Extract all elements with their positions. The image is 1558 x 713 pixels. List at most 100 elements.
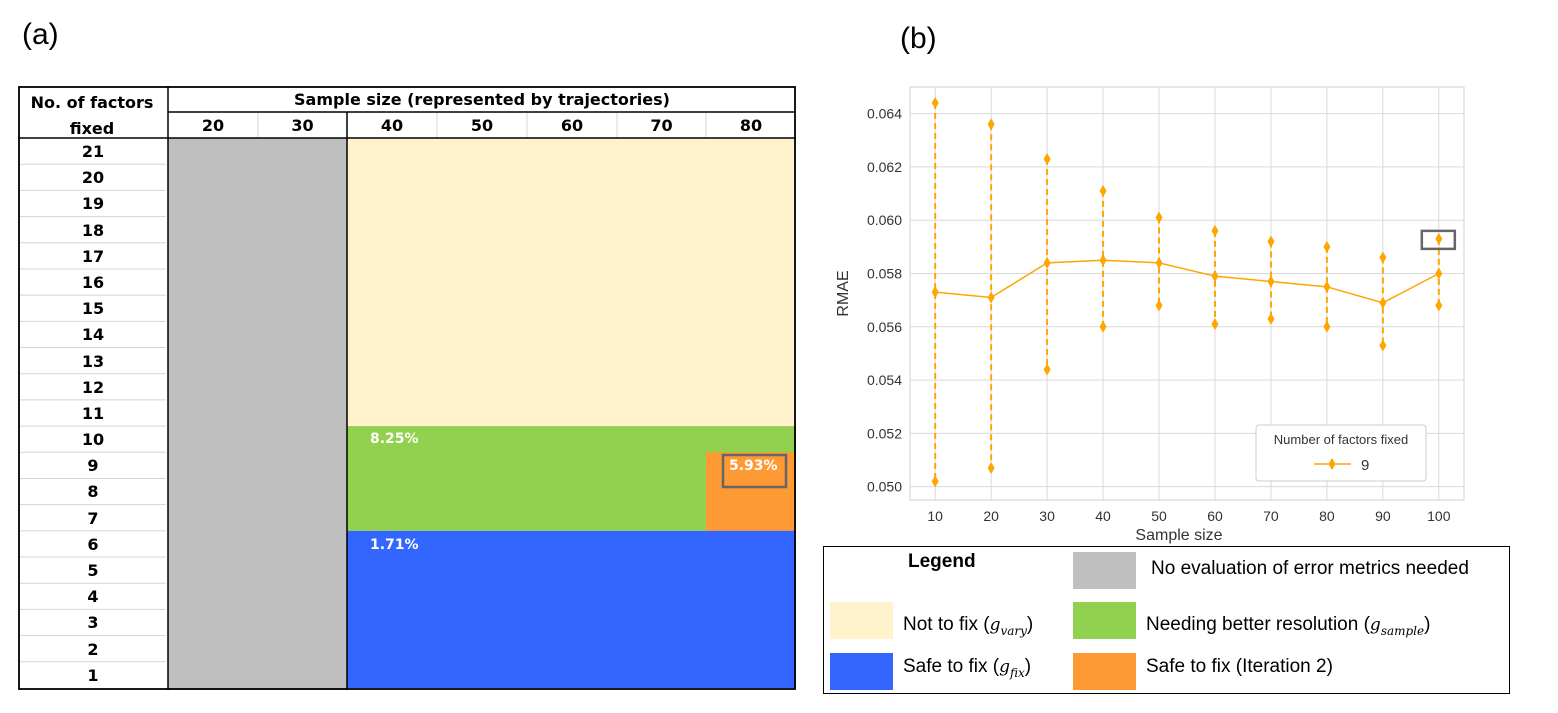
upper-marker bbox=[1267, 235, 1275, 248]
column-label: 50 bbox=[470, 116, 494, 135]
block-blue-safe-to-fix bbox=[347, 530, 796, 688]
pct-green-label: 8.25% bbox=[370, 431, 419, 447]
row-header: No. of factors fixed bbox=[18, 90, 166, 142]
column-label: 60 bbox=[560, 116, 584, 135]
lower-marker bbox=[1043, 363, 1051, 376]
legend-swatch-cream bbox=[830, 602, 893, 639]
chart-legend-marker bbox=[1328, 458, 1336, 470]
block-gray-no-evaluation bbox=[168, 138, 347, 690]
series-marker bbox=[931, 286, 939, 299]
row-header-line1: No. of factors bbox=[30, 93, 154, 112]
lower-marker bbox=[987, 462, 995, 475]
row-label: 13 bbox=[81, 351, 105, 371]
color-legend: Legend No evaluation of error metrics ne… bbox=[823, 546, 1510, 694]
row-label: 6 bbox=[87, 534, 99, 554]
legend-green-index: sample bbox=[1380, 623, 1425, 638]
row-label: 19 bbox=[81, 194, 105, 214]
x-tick-label: 20 bbox=[983, 508, 999, 524]
series-marker bbox=[987, 291, 995, 304]
legend-orange-text: Safe to fix (Iteration 2) bbox=[1146, 656, 1333, 677]
block-cream-not-to-fix bbox=[347, 138, 796, 427]
row-label: 16 bbox=[81, 272, 105, 292]
row-label: 10 bbox=[81, 430, 105, 450]
upper-marker bbox=[1379, 251, 1387, 264]
x-tick-label: 70 bbox=[1263, 508, 1279, 524]
factor-fixing-table: No. of factors fixed Sample size (repres… bbox=[18, 86, 796, 690]
x-tick-label: 100 bbox=[1427, 508, 1451, 524]
x-tick-label: 40 bbox=[1095, 508, 1111, 524]
highlight-box-100 bbox=[1420, 229, 1457, 251]
series-marker bbox=[1155, 256, 1163, 269]
row-label: 9 bbox=[87, 456, 99, 476]
y-tick-label: 0.064 bbox=[867, 106, 902, 122]
y-tick-label: 0.056 bbox=[867, 319, 902, 335]
upper-marker bbox=[1211, 224, 1219, 237]
pct-blue-label: 1.71% bbox=[370, 537, 419, 553]
column-label: 30 bbox=[291, 116, 314, 135]
lower-marker bbox=[1099, 320, 1107, 333]
x-tick-label: 60 bbox=[1207, 508, 1223, 524]
row-label: 2 bbox=[87, 639, 99, 659]
lower-marker bbox=[1323, 320, 1331, 333]
row-label: 15 bbox=[81, 299, 105, 319]
pct-orange-label: 5.93% bbox=[729, 458, 778, 474]
series-marker bbox=[1267, 275, 1275, 288]
x-tick-label: 10 bbox=[927, 508, 943, 524]
upper-marker bbox=[1435, 232, 1443, 245]
row-label: 5 bbox=[87, 561, 99, 581]
block-orange-iteration2 bbox=[706, 452, 796, 531]
upper-marker bbox=[1155, 211, 1163, 224]
legend-title: Legend bbox=[908, 551, 976, 572]
lower-marker bbox=[1379, 339, 1387, 352]
legend-cream-text: Not to fix (gvary) bbox=[903, 614, 1033, 638]
column-label: 80 bbox=[739, 116, 763, 135]
row-header-line2: fixed bbox=[69, 119, 115, 138]
row-label: 3 bbox=[87, 613, 99, 633]
table-border bbox=[18, 86, 796, 690]
legend-green-close: ) bbox=[1424, 614, 1431, 635]
legend-swatch-orange bbox=[1073, 653, 1136, 690]
upper-marker bbox=[931, 96, 939, 109]
legend-swatch-green bbox=[1073, 602, 1136, 639]
legend-cream-label: Not to fix ( bbox=[903, 614, 990, 635]
y-tick-label: 0.050 bbox=[867, 479, 902, 495]
x-axis-label: Sample size bbox=[1135, 527, 1222, 544]
column-label: 20 bbox=[201, 116, 225, 135]
y-tick-label: 0.054 bbox=[867, 372, 902, 388]
series-marker bbox=[1043, 256, 1051, 269]
legend-blue-index: fix bbox=[1010, 665, 1025, 680]
legend-gray-text: No evaluation of error metrics needed bbox=[1151, 558, 1469, 579]
legend-green-g: g bbox=[1369, 615, 1381, 635]
row-label: 1 bbox=[87, 665, 99, 685]
panel-b-label: (b) bbox=[900, 22, 937, 55]
y-tick-label: 0.060 bbox=[867, 212, 902, 228]
legend-blue-text: Safe to fix (gfix) bbox=[903, 656, 1031, 680]
row-label: 7 bbox=[87, 508, 99, 528]
row-label: 17 bbox=[81, 246, 105, 266]
row-label: 12 bbox=[81, 377, 105, 397]
chart-legend-title: Number of factors fixed bbox=[1274, 432, 1408, 447]
legend-swatch-blue bbox=[830, 653, 893, 690]
y-tick-label: 0.052 bbox=[867, 425, 902, 441]
series-line bbox=[935, 259, 1440, 304]
upper-marker bbox=[1099, 184, 1107, 197]
series-marker bbox=[1099, 254, 1107, 267]
x-tick-label: 90 bbox=[1375, 508, 1391, 524]
y-tick-label: 0.062 bbox=[867, 159, 902, 175]
chart-legend-series-name: 9 bbox=[1361, 457, 1369, 474]
lower-marker bbox=[1211, 318, 1219, 331]
lower-marker bbox=[1267, 312, 1275, 325]
legend-blue-close: ) bbox=[1024, 656, 1032, 677]
upper-marker bbox=[987, 118, 995, 131]
legend-green-label: Needing better resolution ( bbox=[1146, 614, 1370, 635]
row-label: 8 bbox=[87, 482, 99, 502]
y-axis-label: RMAE bbox=[835, 270, 852, 316]
row-label: 21 bbox=[81, 142, 105, 161]
row-label: 20 bbox=[81, 168, 105, 188]
series-marker bbox=[1211, 270, 1219, 283]
legend-cream-close: ) bbox=[1026, 614, 1034, 635]
x-tick-label: 30 bbox=[1039, 508, 1055, 524]
x-tick-label: 50 bbox=[1151, 508, 1167, 524]
row-label: 14 bbox=[81, 325, 105, 345]
legend-blue-label: Safe to fix ( bbox=[903, 656, 1000, 677]
